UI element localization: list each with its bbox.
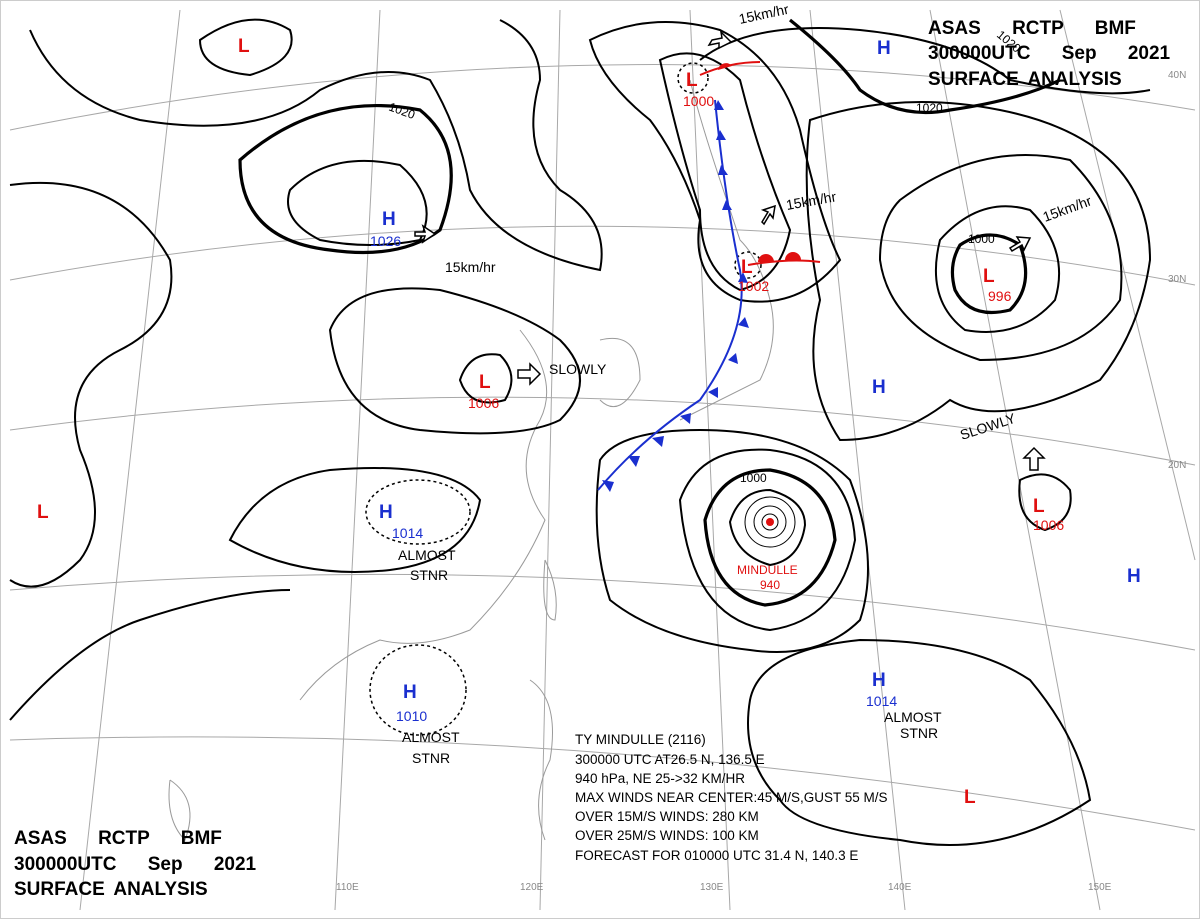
center-symbol: L <box>479 372 491 393</box>
center-pressure: 1026 <box>370 233 401 249</box>
lon-label: 140E <box>888 882 912 893</box>
center-symbol: L <box>1033 496 1045 517</box>
center-symbol: L <box>964 787 976 808</box>
center-symbol: L <box>686 70 698 91</box>
movement: 15km/hr <box>737 1 790 27</box>
header-line: SURFACE ANALYSIS <box>14 879 208 900</box>
isobar-label: 1000 <box>968 232 995 246</box>
center-symbol: H <box>872 670 886 691</box>
warm-front <box>699 61 821 266</box>
typhoon-name: MINDULLE <box>737 563 798 577</box>
info-line: 940 hPa, NE 25->32 KM/HR <box>575 771 745 786</box>
center-pressure: 1002 <box>738 278 769 294</box>
isobar-label: 1000 <box>740 471 767 485</box>
center-symbol: L <box>741 257 753 278</box>
stationary: ALMOST <box>398 547 456 563</box>
dotted-circles <box>365 62 762 736</box>
info-line: OVER 15M/S WINDS: 280 KM <box>575 809 759 824</box>
center-pressure: 1014 <box>866 693 897 709</box>
center-symbol: H <box>379 502 393 523</box>
coastlines <box>168 79 774 841</box>
stationary: STNR <box>412 750 450 766</box>
center-pressure: 1010 <box>396 708 427 724</box>
info-line: OVER 25M/S WINDS: 100 KM <box>575 828 759 843</box>
header-line: 300000UTC Sep 2021 <box>14 854 257 875</box>
isobar-label: 1020 <box>387 100 417 122</box>
header-line: ASAS RCTP BMF <box>928 18 1136 39</box>
movement: SLOWLY <box>958 410 1018 443</box>
pressure-centers: L H 1026 L 1006 H 1014 H 1010 L 1000 L 1… <box>37 36 1141 808</box>
header-bottom: ASAS RCTP BMF 300000UTC Sep 2021 SURFACE… <box>14 828 257 900</box>
center-symbol: L <box>37 502 49 523</box>
typhoon-center <box>766 518 774 526</box>
cold-front <box>597 99 749 492</box>
info-line: 300000 UTC AT26.5 N, 136.5 E <box>575 752 765 767</box>
movement: SLOWLY <box>549 361 607 377</box>
lon-label: 150E <box>1088 882 1112 893</box>
center-symbol: L <box>983 266 995 287</box>
center-pressure: 1014 <box>392 525 423 541</box>
center-pressure: 1000 <box>683 93 714 109</box>
info-line: MAX WINDS NEAR CENTER:45 M/S,GUST 55 M/S <box>575 790 888 805</box>
stationary: ALMOST <box>884 709 942 725</box>
movement: 15km/hr <box>785 188 838 213</box>
stationary: ALMOST <box>402 729 460 745</box>
graticule <box>9 9 1196 911</box>
typhoon-info: TY MINDULLE (2116) 300000 UTC AT26.5 N, … <box>575 732 888 863</box>
stationary: STNR <box>900 725 938 741</box>
typhoon-pressure: 940 <box>760 578 780 592</box>
motion-arrows <box>414 29 1046 471</box>
center-pressure: 1006 <box>1033 517 1064 533</box>
info-line: TY MINDULLE (2116) <box>575 732 706 747</box>
center-symbol: H <box>877 38 891 59</box>
lon-label: 130E <box>700 882 724 893</box>
header-line: 300000UTC Sep 2021 <box>928 43 1171 64</box>
grid-labels: 110E 120E 130E 140E 150E 20N 30N 40N <box>336 70 1186 893</box>
center-pressure: 1006 <box>468 395 499 411</box>
isobar-label: 1020 <box>916 101 943 115</box>
header-line: SURFACE ANALYSIS <box>928 69 1122 90</box>
isobars <box>9 18 1152 846</box>
info-line: FORECAST FOR 010000 UTC 31.4 N, 140.3 E <box>575 848 858 863</box>
lat-label: 40N <box>1168 70 1186 81</box>
center-symbol: H <box>1127 566 1141 587</box>
stationary: STNR <box>410 567 448 583</box>
lon-label: 120E <box>520 882 544 893</box>
stationary-notes: ALMOST STNR ALMOST STNR ALMOST STNR <box>398 547 942 766</box>
lat-label: 20N <box>1168 460 1186 471</box>
center-symbol: H <box>382 209 396 230</box>
movement: 15km/hr <box>445 259 496 275</box>
header-top: ASAS RCTP BMF 300000UTC Sep 2021 SURFACE… <box>928 18 1171 90</box>
header-line: ASAS RCTP BMF <box>14 828 222 849</box>
center-symbol: H <box>872 377 886 398</box>
center-symbol: H <box>403 682 417 703</box>
center-pressure: 996 <box>988 288 1012 304</box>
center-symbol: L <box>238 36 250 57</box>
movement: 15km/hr <box>1041 192 1094 224</box>
lon-label: 110E <box>336 882 359 893</box>
lat-label: 30N <box>1168 274 1186 285</box>
